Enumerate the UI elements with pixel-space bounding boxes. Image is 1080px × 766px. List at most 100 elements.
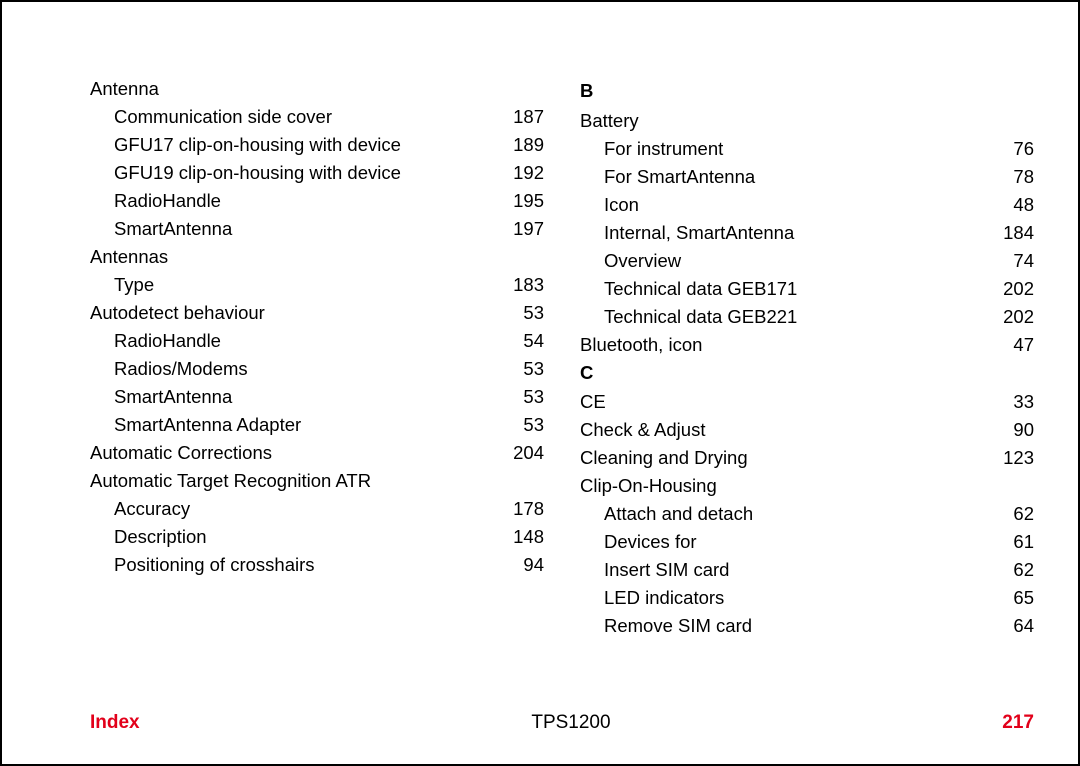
index-page: Antenna Communication side cover187 GFU17 … [0,0,1080,766]
index-entry: Internal, SmartAntenna 184 [580,224,1034,243]
page-number: 62 [1000,505,1034,524]
index-entry: Overview 74 [580,252,1034,271]
entry-label: CE [580,393,606,412]
entry-label: Bluetooth, icon [580,336,702,355]
index-entry: Cleaning and Drying123 [580,449,1034,468]
entry-label: Antennas [90,248,168,267]
entry-label: SmartAntenna [90,388,232,407]
entry-label: Automatic Target Recognition ATR [90,472,371,491]
index-entry: Devices for61 [580,533,1034,552]
index-heading: Automatic Target Recognition ATR [90,472,544,491]
page-number: 202 [1000,280,1034,299]
page-number: 94 [510,556,544,575]
entry-label: Internal, SmartAntenna [580,224,794,243]
entry-label: Insert SIM card [580,561,729,580]
columns: Antenna Communication side cover187 GFU17 … [90,80,1034,645]
index-entry: Bluetooth, icon 47 [580,336,1034,355]
entry-label: Cleaning and Drying [580,449,748,468]
index-heading: Antenna [90,80,544,99]
entry-label: RadioHandle [90,332,221,351]
index-entry: Accuracy178 [90,500,544,519]
page-number: 76 [1000,140,1034,159]
index-entry: SmartAntenna 197 [90,220,544,239]
index-entry: CE 33 [580,393,1034,412]
entry-label: GFU17 clip-on-housing with device [90,136,401,155]
entry-label: Type [90,276,154,295]
index-entry: Automatic Corrections 204 [90,444,544,463]
index-heading: Battery [580,112,1034,131]
entry-label: Icon [580,196,639,215]
entry-label: Autodetect behaviour [90,304,265,323]
page-number: 197 [510,220,544,239]
entry-label: Technical data GEB221 [580,308,797,327]
entry-label: LED indicators [580,589,724,608]
footer-center: TPS1200 [531,712,610,734]
page-number: 65 [1000,589,1034,608]
index-entry: GFU19 clip-on-housing with device 192 [90,164,544,183]
entry-label: Description [90,528,207,547]
page-number: 33 [1000,393,1034,412]
entry-label: Clip-On-Housing [580,477,717,496]
entry-label: Check & Adjust [580,421,705,440]
page-number: 74 [1000,252,1034,271]
index-entry: Radios/Modems 53 [90,360,544,379]
index-entry: GFU17 clip-on-housing with device 189 [90,136,544,155]
page-number: 54 [510,332,544,351]
index-entry: Attach and detach 62 [580,505,1034,524]
entry-label: Automatic Corrections [90,444,272,463]
index-entry: Positioning of crosshairs 94 [90,556,544,575]
entry-label: For instrument [580,140,723,159]
page-number: 90 [1000,421,1034,440]
index-entry: Communication side cover187 [90,108,544,127]
page-number: 192 [510,164,544,183]
entry-label: Overview [580,252,681,271]
index-entry: For SmartAntenna78 [580,168,1034,187]
index-entry: Type 183 [90,276,544,295]
entry-label: GFU19 clip-on-housing with device [90,164,401,183]
index-entry: RadioHandle 195 [90,192,544,211]
page-number: 189 [510,136,544,155]
entry-label: Battery [580,112,639,131]
right-column: B Battery For instrument 76 For SmartAntenna… [580,80,1034,645]
entry-label: Technical data GEB171 [580,280,797,299]
entry-label: Radios/Modems [90,360,248,379]
section-letter: C [580,364,1034,383]
page-number: 183 [510,276,544,295]
index-entry: Technical data GEB221 202 [580,308,1034,327]
entry-label: Attach and detach [580,505,753,524]
index-entry: Remove SIM card64 [580,617,1034,636]
left-column: Antenna Communication side cover187 GFU17 … [90,80,544,645]
index-entry: Description 148 [90,528,544,547]
entry-label: SmartAntenna [90,220,232,239]
page-number: 61 [1000,533,1034,552]
index-entry: Check & Adjust 90 [580,421,1034,440]
index-entry: Technical data GEB171 202 [580,280,1034,299]
page-number: 204 [510,444,544,463]
index-entry: LED indicators 65 [580,589,1034,608]
index-entry: RadioHandle 54 [90,332,544,351]
page-number: 187 [510,108,544,127]
entry-label: SmartAntenna Adapter [90,416,301,435]
page-number: 53 [510,360,544,379]
section-letter: B [580,82,1034,101]
index-entry: Icon 48 [580,196,1034,215]
index-heading: Clip-On-Housing [580,477,1034,496]
index-entry: For instrument 76 [580,140,1034,159]
page-number: 53 [510,304,544,323]
index-entry: SmartAntenna53 [90,388,544,407]
entry-label: RadioHandle [90,192,221,211]
page-number: 53 [510,416,544,435]
page-number: 195 [510,192,544,211]
page-number: 178 [510,500,544,519]
page-number: 202 [1000,308,1034,327]
index-entry: Insert SIM card 62 [580,561,1034,580]
page-number: 184 [1000,224,1034,243]
entry-label: Positioning of crosshairs [90,556,315,575]
page-number: 47 [1000,336,1034,355]
page-number: 62 [1000,561,1034,580]
page-number: 78 [1000,168,1034,187]
footer-left: Index [90,712,140,734]
page-number: 148 [510,528,544,547]
page-footer: Index TPS1200 217 [2,712,1078,734]
page-number: 48 [1000,196,1034,215]
